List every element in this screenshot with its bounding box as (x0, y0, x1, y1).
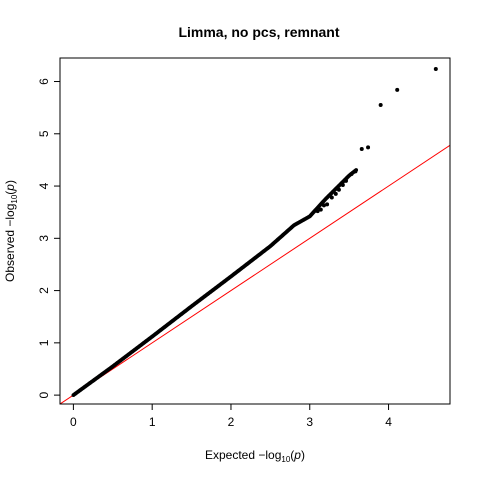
data-point (349, 172, 354, 177)
data-point (336, 187, 341, 192)
x-tick-label: 4 (385, 415, 392, 429)
data-point (325, 202, 330, 207)
data-point (344, 178, 348, 183)
y-tick-label: 3 (37, 235, 51, 242)
data-point (353, 169, 358, 174)
x-tick-label: 0 (70, 415, 77, 429)
data-point (395, 87, 400, 92)
y-tick-label: 5 (37, 130, 51, 137)
x-tick-label: 1 (149, 415, 156, 429)
data-point (321, 203, 326, 208)
data-point (318, 207, 323, 212)
data-point (378, 103, 383, 108)
y-tick-label: 4 (37, 182, 51, 189)
y-tick-label: 6 (37, 78, 51, 85)
y-axis: 0 1 2 3 4 5 6 (37, 78, 60, 398)
data-point (315, 209, 320, 214)
data-point (366, 145, 371, 150)
chart-title: Limma, no pcs, remnant (178, 24, 339, 40)
plot-area (60, 66, 450, 404)
y-axis-label: Observed −log10(p) (3, 180, 19, 282)
x-axis-label: Expected −log10(p) (205, 448, 305, 464)
plot-frame (59, 57, 451, 405)
y-tick-label: 0 (37, 391, 51, 398)
x-axis: 0 1 2 3 4 (70, 404, 392, 429)
observed-points (71, 66, 438, 398)
x-tick-label: 2 (228, 415, 235, 429)
x-tick-label: 3 (306, 415, 313, 429)
data-point (359, 146, 364, 151)
y-tick-label: 1 (37, 339, 51, 346)
y-tick-label: 2 (37, 287, 51, 294)
data-point (340, 183, 345, 188)
data-point (333, 191, 338, 196)
data-point (329, 195, 334, 200)
data-point (433, 66, 438, 71)
reference-line (60, 144, 450, 404)
